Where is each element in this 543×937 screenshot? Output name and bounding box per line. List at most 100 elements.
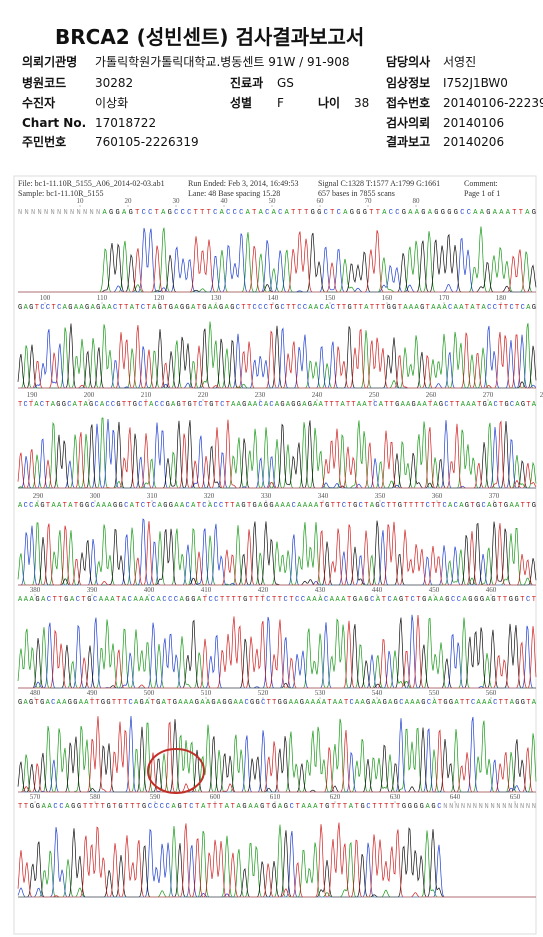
field-label: 성별	[230, 95, 252, 110]
comment: Comment:	[464, 179, 498, 188]
report-header: BRCA2 (성빈센트) 검사결과보고서 의뢰기관명 가톨릭학원가톨릭대학교.병동…	[22, 25, 543, 149]
report-title: BRCA2 (성빈센트) 검사결과보고서	[55, 25, 364, 49]
ruler-number: 200	[84, 391, 95, 399]
field-value: GS	[277, 76, 294, 90]
ruler-number: 360	[432, 492, 443, 500]
field-value: 20140106-22239	[443, 96, 543, 110]
ruler-number: 310	[147, 492, 158, 500]
field-label: 임상정보	[386, 75, 430, 90]
field-value: 38	[354, 96, 369, 110]
ruler-number: 350	[375, 492, 386, 500]
field-label: 나이	[318, 95, 340, 110]
field-value: 가톨릭학원가톨릭대학교.병동센트 91W / 91-908	[95, 55, 350, 69]
ruler-number: 570	[30, 793, 41, 801]
base-sequence: GAGTGACAAGGAATTGGTTTCAGATGATGAAAGAAGAGGA…	[18, 699, 537, 707]
ruler-number: 590	[150, 793, 161, 801]
ruler-number: 480	[30, 689, 41, 697]
bases: 657 bases in 7855 scans	[318, 189, 395, 198]
ruler-number: 280	[540, 391, 543, 399]
field-value: F	[277, 96, 284, 110]
chromatogram: File: bc1-11.10R_5155_A06_2014-02-03.ab1…	[13, 175, 543, 935]
ruler-number: 270	[483, 391, 494, 399]
file-name: File: bc1-11.10R_5155_A06_2014-02-03.ab1	[18, 179, 165, 188]
ruler-number: 390	[87, 586, 98, 594]
ruler-number: 330	[261, 492, 272, 500]
ruler-number: 320	[204, 492, 215, 500]
field-value: 서영진	[443, 55, 476, 69]
ruler-number: 290	[33, 492, 44, 500]
ruler-number: 60	[317, 197, 325, 205]
ruler-number: 490	[87, 689, 98, 697]
field-label: 수진자	[22, 95, 55, 110]
signal: Signal C:1328 T:1577 A:1799 G:1661	[318, 179, 440, 188]
field-label: 결과보고	[386, 134, 430, 149]
ruler-number: 340	[318, 492, 329, 500]
ruler-number: 620	[330, 793, 341, 801]
field-label: 진료과	[230, 75, 263, 90]
ruler-number: 600	[210, 793, 221, 801]
ruler-number: 510	[201, 689, 212, 697]
field-value: 20140106	[443, 116, 504, 130]
ruler-number: 580	[90, 793, 101, 801]
ruler-number: 10	[77, 197, 85, 205]
ruler-number: 40	[221, 197, 229, 205]
sample-name: Sample: bc1-11.10R_5155	[18, 189, 103, 198]
ruler-number: 370	[489, 492, 500, 500]
ruler-number: 610	[270, 793, 281, 801]
ruler-number: 430	[315, 586, 326, 594]
ruler-number: 630	[390, 793, 401, 801]
ruler-number: 220	[198, 391, 209, 399]
ruler-number: 130	[211, 294, 222, 302]
ruler-number: 140	[268, 294, 279, 302]
field-value: 17018722	[95, 116, 156, 130]
ruler-number: 440	[372, 586, 383, 594]
ruler-number: 540	[372, 689, 383, 697]
base-sequence: ACCAGTAATATGGCAAAGGCATCTCAGGAACATCACCTTA…	[18, 502, 536, 510]
ruler-number: 300	[90, 492, 101, 500]
ruler-number: 520	[258, 689, 269, 697]
ruler-number: 120	[154, 294, 165, 302]
ruler-number: 100	[40, 294, 51, 302]
base-sequence: GAGTCCTCAGAAGAGAACTTATCTAGTGAGGATGAAGAGC…	[18, 304, 536, 312]
ruler-number: 380	[30, 586, 41, 594]
highlight-circle	[147, 748, 205, 794]
page-number: Page 1 of 1	[464, 189, 500, 198]
ruler-number: 190	[27, 391, 38, 399]
ruler-number: 500	[144, 689, 155, 697]
ruler-number: 20	[125, 197, 133, 205]
field-label: 주민번호	[22, 134, 66, 149]
field-label: 접수번호	[386, 95, 430, 110]
ruler-number: 530	[315, 689, 326, 697]
field-value: 760105-2226319	[95, 135, 199, 149]
field-label: Chart No.	[22, 116, 86, 130]
ruler-number: 260	[426, 391, 437, 399]
ruler-number: 450	[429, 586, 440, 594]
base-sequence: TCTACTAGGCATAGCACCGTTGCTACCGAGTGTCTGTCTA…	[18, 401, 537, 409]
ruler-number: 50	[269, 197, 277, 205]
ruler-number: 160	[382, 294, 393, 302]
lane: Lane: 48 Base spacing 15.28	[188, 189, 280, 198]
ruler-number: 410	[201, 586, 212, 594]
ruler-number: 30	[173, 197, 181, 205]
ruler-number: 420	[258, 586, 269, 594]
ruler-number: 80	[413, 197, 421, 205]
ruler-number: 150	[325, 294, 336, 302]
field-value: 이상화	[95, 96, 128, 110]
field-value: 30282	[95, 76, 133, 90]
ruler-number: 240	[312, 391, 323, 399]
field-label: 병원코드	[22, 75, 66, 90]
trace	[17, 522, 536, 586]
ruler-number: 560	[486, 689, 497, 697]
ruler-number: 460	[486, 586, 497, 594]
ruler-number: 230	[255, 391, 266, 399]
field-value: 20140206	[443, 135, 504, 149]
run-ended: Run Ended: Feb 3, 2014, 16:49:53	[188, 179, 298, 188]
field-label: 의뢰기관명	[22, 54, 77, 69]
field-value: I752J1BW0	[443, 76, 508, 90]
ruler-number: 210	[141, 391, 152, 399]
field-label: 담당의사	[386, 54, 430, 69]
ruler-number: 70	[365, 197, 373, 205]
ruler-number: 170	[439, 294, 450, 302]
